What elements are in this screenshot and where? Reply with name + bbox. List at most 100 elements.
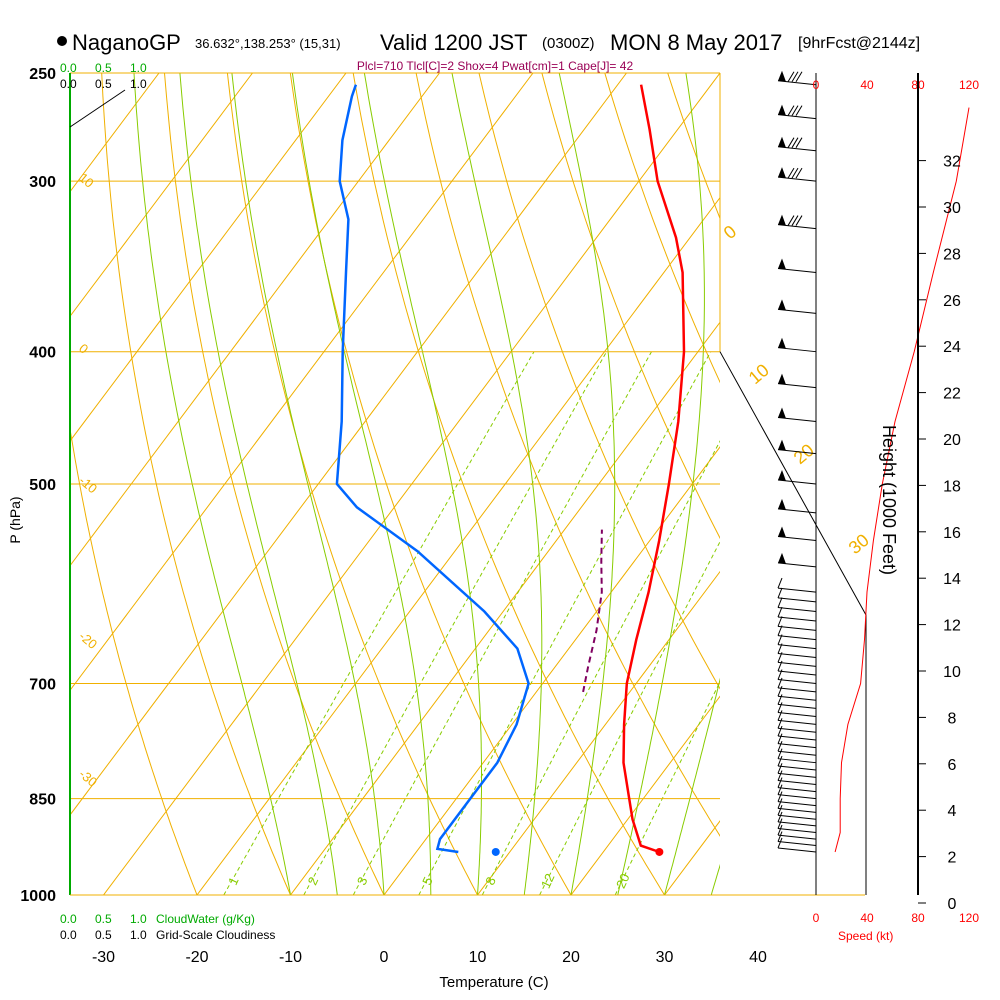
- wind-barb-staff: [777, 661, 817, 667]
- isotherm-label: 10: [76, 170, 97, 191]
- isotherm-line: [758, 73, 1000, 895]
- wind-barb: [777, 831, 817, 847]
- height-tick-label: 20: [943, 432, 961, 449]
- wind-barb: [777, 837, 817, 853]
- wind-barb-feather: [777, 587, 783, 599]
- wind-barb-feather: [795, 137, 803, 148]
- wind-barb-feather: [795, 167, 803, 179]
- wind-barb-staff: [777, 801, 817, 807]
- wind-barb-feather: [777, 805, 783, 816]
- wind-barb-feather: [777, 694, 783, 705]
- wind-barb-staff: [777, 765, 817, 771]
- isotherm-label: -10: [76, 473, 100, 497]
- surface-dewpoint-dot: [491, 847, 500, 856]
- cloudiness-scale-top-0: 0.0: [60, 77, 77, 91]
- wind-barb: [777, 741, 817, 756]
- wind-barb: [777, 258, 817, 274]
- dewpoint-line: [335, 84, 530, 854]
- wind-barb-flag: [778, 470, 786, 481]
- wind-barb: [777, 694, 817, 709]
- wind-barb-staff: [777, 635, 817, 641]
- cloudwater-scale-top-2: 1.0: [130, 61, 147, 75]
- dry-adiabat-line: [982, 73, 1000, 895]
- wind-barb: [777, 439, 817, 455]
- wind-barb: [777, 824, 817, 840]
- wind-barb-feather: [777, 597, 783, 608]
- wind-barb-staff: [777, 821, 817, 827]
- dry-adiabat-line: [604, 73, 720, 384]
- dry-adiabat-line: [101, 73, 291, 895]
- wind-barb-feather: [787, 215, 795, 226]
- wind-barb-feather: [791, 215, 799, 226]
- moist-adiabat-line: [363, 73, 482, 895]
- valid-time: Valid 1200 JST: [380, 30, 528, 55]
- wind-barb-feather: [777, 770, 783, 781]
- moist-adiabat-line: [617, 73, 705, 895]
- moist-adiabat-line: [758, 73, 1000, 895]
- isotherm-label: 0: [76, 340, 91, 356]
- moist-adiabat-line: [664, 677, 720, 895]
- temperature-tick-label: 10: [469, 949, 487, 966]
- moist-adiabat-line: [451, 73, 543, 895]
- wind-barb-flag: [778, 167, 786, 179]
- wind-barb-flag: [778, 70, 786, 82]
- temperature-tick-label: -30: [92, 949, 115, 966]
- x-axis-title: Temperature (C): [439, 974, 548, 991]
- cloudwater-legend-label: CloudWater (g/Kg): [156, 912, 255, 926]
- wind-barb: [777, 136, 817, 152]
- wind-barb-staff: [777, 847, 817, 853]
- wind-barb: [777, 70, 817, 86]
- wind-barb-staff: [777, 807, 817, 813]
- wind-barb-feather: [777, 784, 783, 795]
- wind-barb-feather: [777, 811, 783, 823]
- skewt-grid: 1 2 3 5 8 12 20: [70, 73, 1000, 895]
- wind-barb-flag: [778, 439, 786, 451]
- height-tick-label: 12: [943, 618, 961, 635]
- wind-barb: [777, 104, 817, 120]
- height-axis-title: Height (1000 Feet): [879, 425, 899, 575]
- isotherm-label: -30: [76, 766, 100, 790]
- isotherm-line: [70, 73, 347, 442]
- cloudwater-scale-bottom-0: 0.0: [60, 912, 77, 926]
- wind-barb: [777, 606, 817, 622]
- moist-adiabat-line: [179, 73, 338, 895]
- dry-adiabat-line: [478, 73, 720, 690]
- wind-barb-flag: [778, 258, 786, 270]
- height-tick-label: 10: [943, 664, 961, 681]
- wind-barb-staff: [777, 735, 817, 741]
- wind-barb-flag: [778, 104, 786, 116]
- height-tick-label: 24: [943, 339, 961, 356]
- mixing-ratio-line: [303, 351, 608, 895]
- mixing-ratio-label: 5: [419, 874, 436, 887]
- wind-barb-feather: [795, 71, 803, 82]
- wind-barb-staff: [777, 841, 817, 847]
- wind-barb-feather: [777, 625, 783, 636]
- wind-barb: [777, 625, 817, 641]
- wind-barb-staff: [777, 834, 817, 840]
- temperature-tick-label: 20: [562, 949, 580, 966]
- height-tick-label: 22: [943, 386, 961, 403]
- isotherm-line: [70, 73, 253, 318]
- parcel-line: [582, 529, 603, 693]
- speed-tick-label-bottom: 80: [911, 911, 925, 925]
- height-tick-label: 18: [943, 478, 961, 495]
- wind-barb: [777, 552, 817, 568]
- wind-barb-staff: [777, 758, 817, 764]
- dry-adiabat-line: [226, 73, 478, 895]
- wind-barb: [777, 470, 817, 485]
- station-dot-icon: [57, 36, 67, 46]
- wind-barb: [777, 777, 817, 793]
- wind-barb: [777, 373, 817, 389]
- wind-barb-staff: [777, 780, 817, 786]
- mixing-ratio-line: [481, 440, 720, 895]
- wind-barb-feather: [787, 71, 795, 82]
- wind-barb-staff: [777, 687, 817, 693]
- wind-barb-feather: [777, 606, 783, 618]
- height-tick-label: 14: [943, 571, 961, 588]
- temperature-tick-label: 0: [380, 949, 389, 966]
- wind-barb-flag: [778, 552, 786, 564]
- mixing-ratio-line: [614, 680, 720, 895]
- wind-barb: [777, 299, 817, 314]
- isotherm-label: 0: [720, 221, 741, 243]
- wind-barb-feather: [777, 577, 783, 589]
